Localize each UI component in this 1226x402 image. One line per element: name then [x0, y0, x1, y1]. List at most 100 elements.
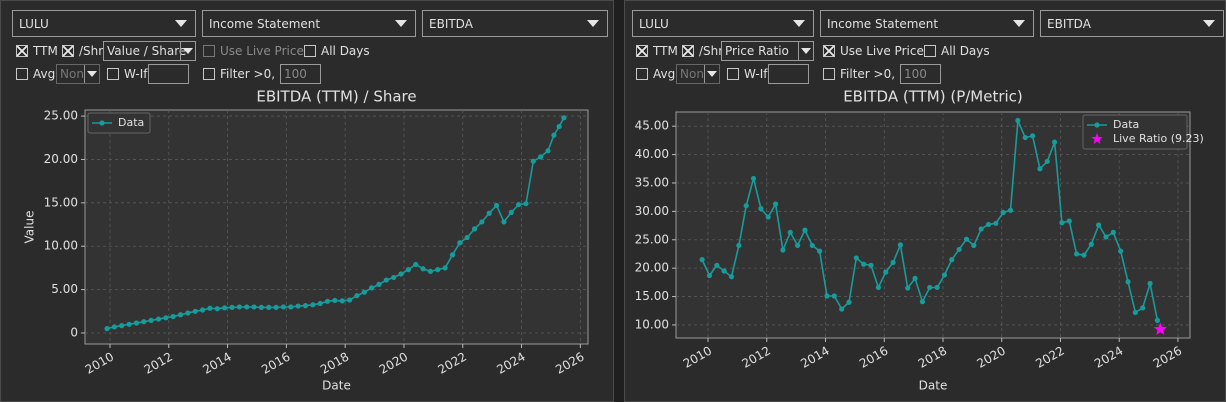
dropdown[interactable]: LULU [632, 10, 814, 37]
data-point [1029, 133, 1036, 139]
data-point [273, 304, 279, 310]
label: Filter >0, < [840, 67, 909, 81]
data-point [1074, 251, 1080, 257]
data-point [280, 304, 287, 310]
data-point [1096, 222, 1102, 228]
x-tick-label: 2020 [975, 344, 1008, 371]
data-point [1066, 218, 1072, 224]
data-point [435, 267, 441, 273]
checkbox-box [636, 68, 648, 80]
checkbox[interactable]: Filter >0, < [823, 66, 909, 82]
data-point [853, 255, 859, 261]
legend-marker [99, 120, 105, 126]
label: Avg [653, 67, 676, 81]
checkbox-box [304, 45, 316, 57]
data-point [927, 284, 933, 291]
checkbox[interactable]: TTM [16, 43, 58, 59]
data-point [244, 304, 250, 310]
data-point [1022, 134, 1028, 141]
checkbox[interactable]: /Shr [682, 43, 723, 59]
data-point [413, 261, 419, 268]
data-point [383, 277, 389, 283]
data-point [978, 226, 984, 232]
checkbox-box [823, 45, 835, 57]
y-tick-label: 40.00 [635, 147, 669, 161]
legend-label: Data [1113, 118, 1139, 131]
plot-area [84, 109, 589, 345]
data-point [104, 326, 110, 332]
checkbox-box [682, 45, 694, 57]
data-point [736, 242, 742, 249]
data-point [919, 299, 926, 305]
checkbox[interactable]: All Days [924, 43, 990, 59]
checkbox-box [203, 45, 215, 57]
live-point [1153, 322, 1167, 335]
dropdown[interactable]: EBITDA [422, 10, 608, 37]
label: W-If [744, 67, 768, 81]
data-point [199, 307, 206, 313]
checkbox-box [636, 45, 648, 57]
checkbox[interactable]: Filter >0, < [203, 66, 289, 82]
x-tick-label: 2022 [1033, 344, 1066, 371]
data-point [207, 305, 213, 311]
text-input[interactable]: 100 [280, 64, 321, 84]
checkbox[interactable]: W-If [107, 66, 147, 82]
legend-marker [1091, 133, 1103, 144]
data-point [486, 210, 492, 216]
data-point [391, 274, 397, 281]
checkbox[interactable]: W-If [727, 66, 767, 82]
data-point [1037, 166, 1043, 172]
y-axis-label: Value [23, 211, 37, 244]
checkbox-box [203, 68, 215, 80]
data-point [699, 257, 705, 263]
combo-box[interactable]: Value / Share [103, 41, 196, 61]
label: All Days [321, 44, 370, 58]
text-input[interactable] [768, 64, 809, 84]
checkbox[interactable]: /Shr [62, 43, 103, 59]
combo-box[interactable]: Price Ratio [721, 41, 814, 61]
data-point [133, 320, 140, 326]
data-point [941, 272, 948, 278]
x-tick-label: 2016 [857, 344, 890, 371]
x-tick-label: 2020 [377, 350, 410, 377]
data-point [398, 271, 404, 277]
data-point [561, 115, 567, 121]
data-point [861, 261, 867, 267]
label: Use Live Price [220, 44, 304, 58]
data-point [956, 246, 962, 253]
legend-label: Live Ratio (9.23) [1113, 132, 1204, 145]
data-point [332, 297, 338, 304]
x-tick-label: 2026 [553, 350, 586, 377]
combo-box: Non [676, 64, 720, 84]
text-input[interactable]: 100 [900, 64, 941, 84]
checkbox[interactable]: Use Live Price [823, 43, 924, 59]
txt: Non [60, 67, 84, 81]
txt: Price Ratio [725, 44, 789, 58]
dropdown[interactable]: Income Statement [820, 10, 1034, 37]
dropdown[interactable]: Income Statement [202, 10, 416, 37]
data-point [1088, 241, 1094, 247]
data-point [266, 304, 272, 310]
data-point [1118, 248, 1124, 254]
chart-title: EBITDA (TTM) / Share [256, 88, 416, 106]
y-tick-label: 0 [70, 325, 78, 339]
data-point [229, 304, 235, 310]
data-point [516, 201, 522, 208]
data-point [1147, 280, 1153, 287]
data-point [148, 317, 154, 324]
data-point [346, 297, 353, 303]
data-point [912, 275, 918, 281]
checkbox[interactable]: All Days [304, 43, 370, 59]
checkbox[interactable]: Avg [636, 66, 675, 82]
dropdown[interactable]: EBITDA [1040, 10, 1224, 37]
data-point [324, 298, 331, 304]
x-tick-label: 2026 [1151, 344, 1184, 371]
data-point [339, 298, 345, 304]
arrow [180, 42, 195, 60]
text-input[interactable] [148, 64, 189, 84]
dropdown[interactable]: LULU [12, 10, 196, 37]
checkbox[interactable]: Avg [16, 66, 55, 82]
checkbox[interactable]: TTM [636, 43, 678, 59]
